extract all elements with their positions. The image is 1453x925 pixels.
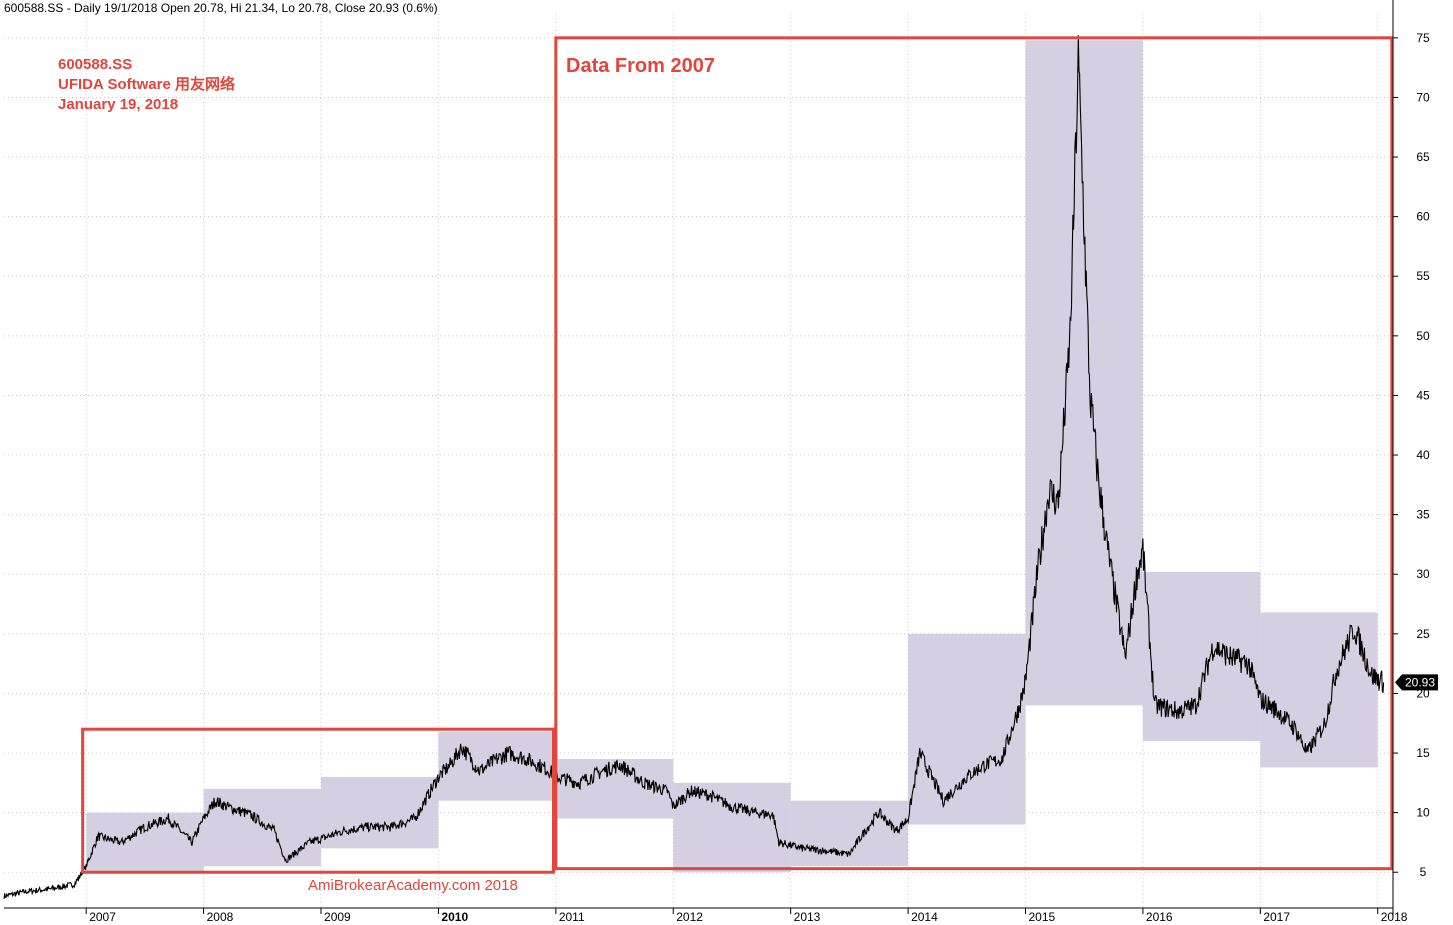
y-tick-label: 55	[1416, 269, 1430, 283]
x-tick-label: 2011	[559, 910, 585, 924]
price-series-line	[3, 35, 1385, 900]
year-range-box	[86, 812, 204, 873]
year-range-box	[673, 782, 791, 873]
x-tick-label: 2017	[1263, 910, 1290, 924]
y-tick-label: 25	[1416, 627, 1430, 641]
yearly-range-boxes	[86, 40, 1378, 873]
ticker-line: 600588.SS	[58, 56, 133, 73]
chart-header: 600588.SS - Daily 19/1/2018 Open 20.78, …	[4, 1, 438, 15]
year-range-box	[1142, 571, 1261, 742]
y-tick-label: 70	[1416, 90, 1430, 104]
y-tick-label: 40	[1416, 448, 1430, 462]
y-tick-label: 15	[1416, 746, 1430, 760]
price-line-layer	[3, 35, 1385, 900]
grid-layer	[4, 14, 1393, 908]
year-range-box	[438, 731, 556, 801]
y-tick-label: 35	[1416, 508, 1430, 522]
x-tick-label: 2012	[676, 910, 703, 924]
last-price-tag	[1395, 674, 1438, 691]
date-line: January 19, 2018	[58, 96, 179, 113]
last-price-marker: 20.93	[1395, 674, 1438, 691]
y-tick-label: 60	[1416, 210, 1430, 224]
x-tick-label: 2016	[1146, 910, 1173, 924]
y-tick-label: 45	[1416, 388, 1430, 402]
x-tick-label: 2018	[1381, 910, 1408, 924]
year-range-box	[790, 800, 909, 867]
x-tick-label: 2013	[794, 910, 821, 924]
last-price-value: 20.93	[1405, 675, 1435, 689]
x-tick-label: 2007	[89, 910, 116, 924]
x-tick-label: 2009	[324, 910, 351, 924]
watermark: AmiBrokearAcademy.com 2018	[308, 877, 518, 894]
y-tick-label: 10	[1416, 806, 1430, 820]
y-tick-label: 75	[1416, 31, 1430, 45]
highlight-box	[554, 36, 1394, 871]
y-tick-label: 5	[1420, 865, 1427, 879]
x-tick-label: 2008	[207, 910, 234, 924]
highlight-boxes	[81, 36, 1394, 874]
year-range-box	[908, 633, 1026, 825]
y-tick-label: 65	[1416, 150, 1430, 164]
data-from-label: Data From 2007	[566, 55, 715, 77]
highlight-box	[81, 727, 555, 874]
y-tick-label: 30	[1416, 567, 1430, 581]
y-tick-label: 50	[1416, 329, 1430, 343]
x-tick-label: 2015	[1028, 910, 1055, 924]
company-line: UFIDA Software 用友网络	[58, 76, 235, 93]
stock-title-annotation: 600588.SS UFIDA Software 用友网络 January 19…	[58, 55, 235, 115]
year-range-box	[1260, 612, 1378, 768]
x-tick-label: 2014	[911, 910, 938, 924]
year-range-box	[1025, 40, 1143, 706]
x-tick-label: 2010	[441, 910, 468, 924]
